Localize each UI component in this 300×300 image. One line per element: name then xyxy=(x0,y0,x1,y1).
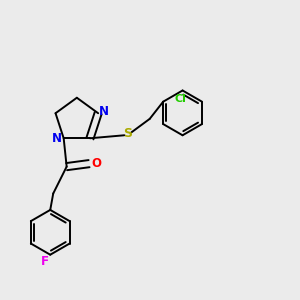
Text: S: S xyxy=(123,127,132,140)
Text: N: N xyxy=(52,132,62,145)
Text: O: O xyxy=(92,157,101,170)
Text: Cl: Cl xyxy=(174,94,186,104)
Text: N: N xyxy=(99,105,109,118)
Text: F: F xyxy=(41,255,49,268)
